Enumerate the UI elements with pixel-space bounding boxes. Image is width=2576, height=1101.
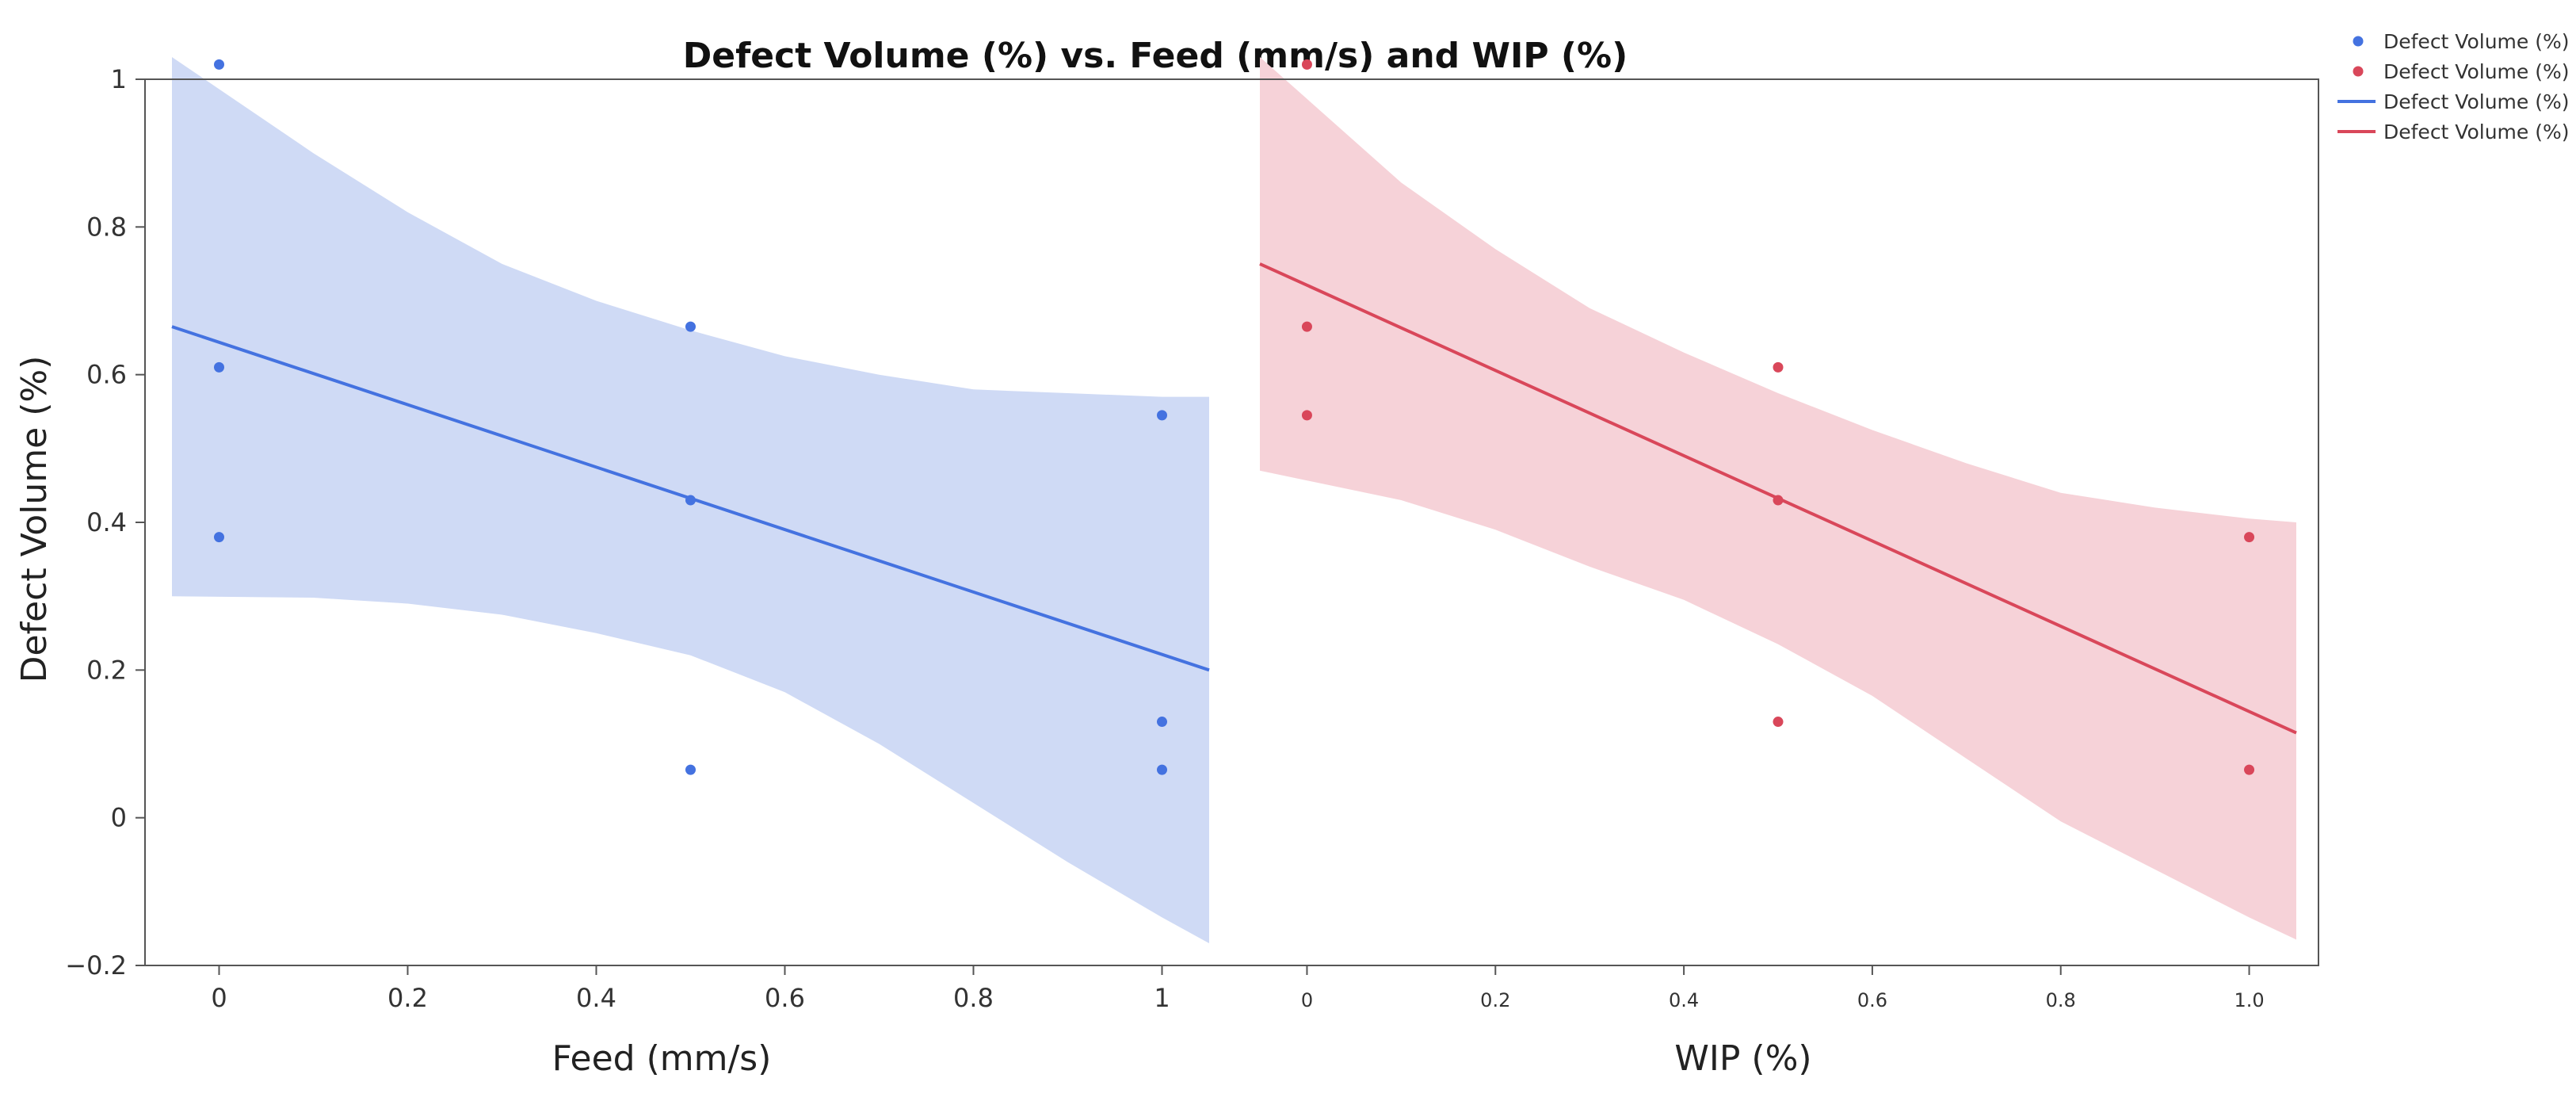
right-x-tick-label: 0.4	[1669, 989, 1699, 1011]
right-x-tick-label: 0.2	[1480, 989, 1510, 1011]
right-data-point	[2244, 764, 2255, 775]
y-tick-label: 0.4	[86, 507, 127, 537]
left-data-point	[1157, 410, 1167, 421]
left-x-tick-label: 1	[1154, 983, 1170, 1013]
right-data-point	[1773, 717, 1784, 728]
right-data-point	[1773, 361, 1784, 373]
left-data-point	[214, 59, 224, 70]
y-tick-label: 0	[111, 803, 127, 833]
legend-label: Defect Volume (%)	[2383, 90, 2570, 113]
left-data-point	[685, 495, 696, 506]
left-x-tick-label: 0.8	[953, 983, 994, 1013]
left-x-tick-label: 0	[211, 983, 227, 1013]
left-data-point	[214, 361, 224, 373]
left-panel	[171, 57, 1210, 943]
chart-title: Defect Volume (%) vs. Feed (mm/s) and WI…	[683, 36, 1628, 76]
left-x-tick-label: 0.6	[765, 983, 805, 1013]
right-x-tick-label: 1.0	[2234, 989, 2264, 1011]
right-x-tick-label: 0.8	[2046, 989, 2076, 1011]
left-data-point	[685, 321, 696, 332]
x-axis-left: 0 0.2 0.4 0.6 0.8 1	[211, 965, 1170, 1013]
right-panel	[1259, 57, 2297, 940]
x-axis-label-left: Feed (mm/s)	[552, 1038, 772, 1079]
right-data-point	[1301, 410, 1312, 421]
left-data-point	[214, 532, 224, 543]
right-x-tick-label: 0	[1301, 989, 1313, 1011]
left-x-tick-label: 0.2	[387, 983, 428, 1013]
y-tick-label: 0.8	[86, 212, 127, 242]
legend: Defect Volume (%) Defect Volume (%) Defect…	[2337, 30, 2570, 143]
y-tick-label: 0.2	[86, 655, 127, 685]
x-axis-right: 0 0.2 0.4 0.6 0.8 1.0	[1301, 965, 2265, 1011]
left-data-point	[1157, 717, 1167, 728]
right-data-point	[1301, 59, 1312, 70]
y-axis: −0.2 0 0.2 0.4 0.6 0.8 1	[65, 64, 145, 981]
right-x-tick-label: 0.6	[1857, 989, 1887, 1011]
legend-marker-point	[2353, 66, 2364, 77]
left-x-tick-label: 0.4	[576, 983, 616, 1013]
left-data-point	[685, 764, 696, 775]
x-axis-label-right: WIP (%)	[1674, 1038, 1811, 1079]
legend-label: Defect Volume (%)	[2383, 120, 2570, 143]
y-axis-label: Defect Volume (%)	[14, 356, 55, 683]
legend-label: Defect Volume (%)	[2383, 60, 2570, 83]
legend-marker-point	[2353, 36, 2364, 47]
right-data-point	[1301, 321, 1312, 332]
legend-label: Defect Volume (%)	[2383, 30, 2570, 53]
right-data-point	[1773, 495, 1784, 506]
y-tick-label: 1	[111, 64, 127, 94]
right-data-point	[2244, 532, 2255, 543]
y-tick-label: 0.6	[86, 360, 127, 390]
y-tick-label: −0.2	[65, 950, 127, 981]
left-data-point	[1157, 764, 1167, 775]
